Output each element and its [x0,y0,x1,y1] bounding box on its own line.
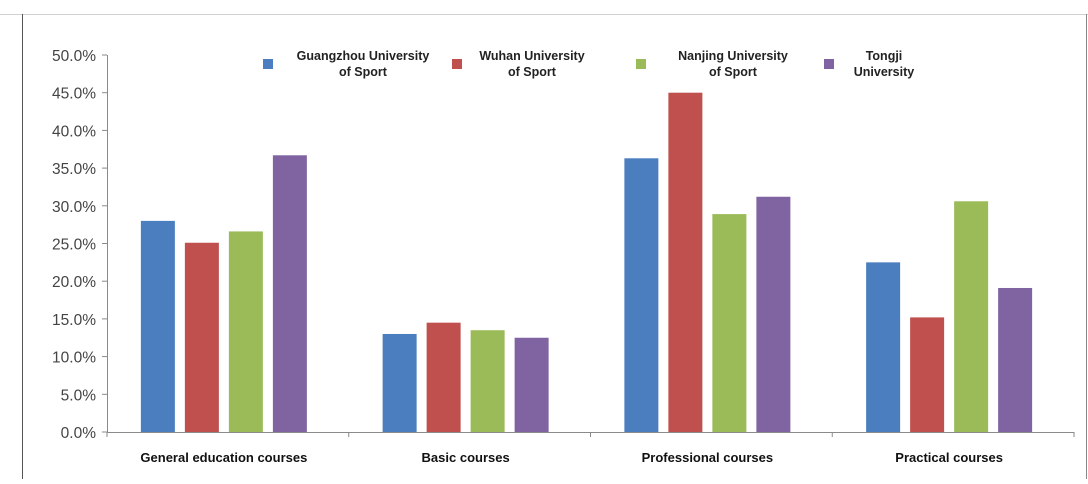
y-tick-label: 20.0% [52,274,96,291]
x-category-label: General education courses [140,450,307,465]
legend-label: Tongji University [854,49,914,79]
y-tick-label: 25.0% [52,237,96,254]
bar-1-2 [382,333,417,432]
bar-2-1 [184,242,219,432]
y-tick-label: 45.0% [52,86,96,103]
legend-swatch [263,59,273,69]
bar-1-1 [140,220,175,432]
bar-4-3 [756,196,791,432]
bar-1-4 [866,262,901,432]
legend-label: Nanjing University of Sport [678,49,788,79]
legend-swatch [636,59,646,69]
y-tick-label: 10.0% [52,350,96,367]
y-tick-label: 50.0% [52,48,96,65]
legend-label: Wuhan University of Sport [479,49,584,79]
x-category-label: Professional courses [642,450,774,465]
y-tick-label: 35.0% [52,161,96,178]
y-tick-label: 0.0% [61,425,97,442]
bar-2-2 [426,322,461,432]
legend-label: Guangzhou University of Sport [297,49,430,79]
y-tick-label: 30.0% [52,199,96,216]
bar-2-4 [910,317,945,432]
bar-3-3 [712,214,747,432]
y-tick-label: 5.0% [61,387,97,404]
bar-4-1 [272,155,307,433]
x-category-label: Practical courses [895,450,1003,465]
legend-swatch [824,59,834,69]
y-tick-label: 40.0% [52,123,96,140]
bar-3-2 [470,330,505,432]
bar-1-3 [624,158,659,432]
y-tick-label: 15.0% [52,312,96,329]
x-category-label: Basic courses [422,450,510,465]
bar-4-2 [514,337,549,432]
legend-swatch [452,59,462,69]
bar-2-3 [668,92,703,432]
bar-4-4 [998,287,1033,432]
bar-3-4 [954,201,989,432]
bar-3-1 [228,231,263,432]
